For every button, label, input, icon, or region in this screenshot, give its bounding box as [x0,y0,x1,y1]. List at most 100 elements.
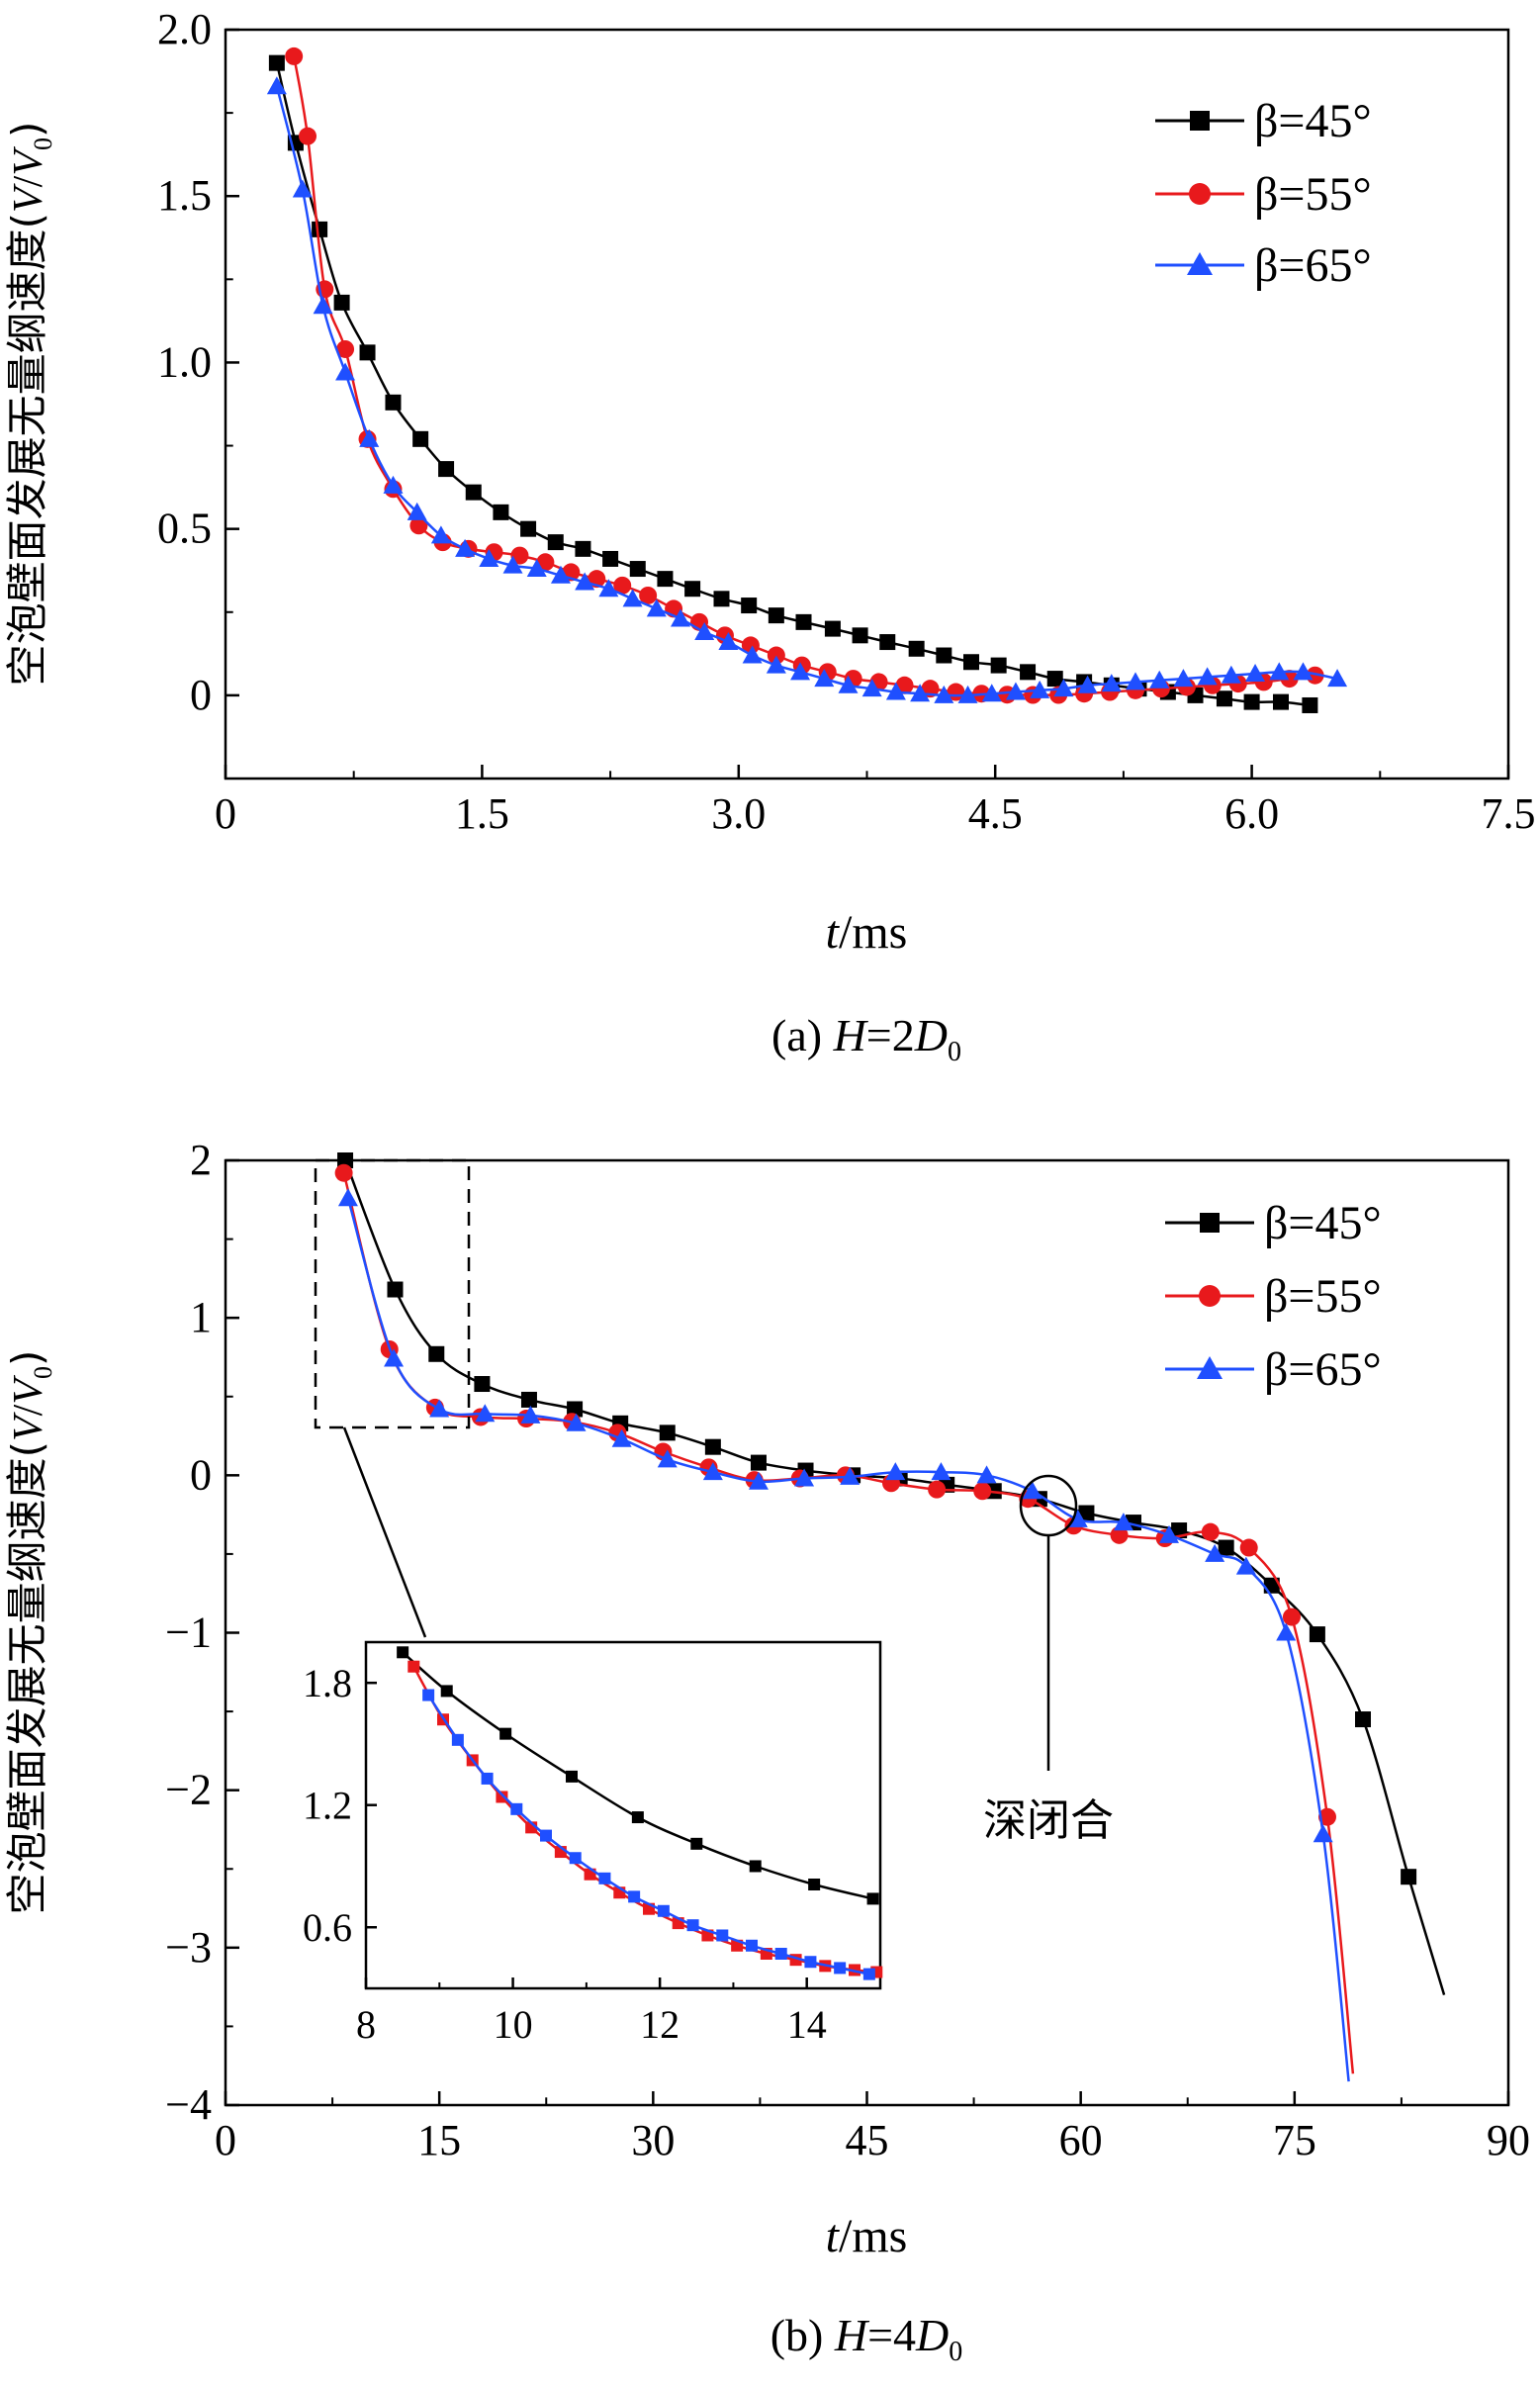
inset-plot-frame [364,1640,882,1990]
panel-a-point-2 [1245,664,1266,683]
panel-a-point-0 [312,221,328,237]
panel-a-x-tick-label: 6.0 [1224,789,1279,838]
panel-a-point-2 [550,565,571,584]
inset-point-2 [657,1904,670,1917]
panel-a-y-tick-label: 0.5 [157,505,212,553]
panel-b-point-2 [1113,1513,1133,1531]
panel-a-point-0 [493,504,509,520]
panel-a-series-line-0 [275,62,1311,707]
legend-b-item-65: β=65° [1165,1343,1382,1396]
legend-b-label-65: β=65° [1264,1343,1382,1396]
panel-a-series-0 [268,54,1318,713]
panel-a-point-2 [671,608,691,627]
panel-b-x-axis-label: t/ms [826,2210,908,2262]
inset-point-0 [808,1879,821,1890]
panel-b-point-2 [794,1468,815,1487]
panel-b-point-2 [520,1405,541,1424]
panel-b-x-tick-label: 75 [1273,2116,1316,2164]
panel-a-x-tick-label: 4.5 [968,789,1023,838]
panel-b-point-2 [1159,1524,1180,1543]
inset-point-2 [774,1948,787,1960]
inset-y-tick-label: 1.2 [303,1784,352,1828]
panel-a-point-2 [766,655,786,674]
panel-a-point-1 [613,576,632,595]
panel-a-point-0 [547,534,564,551]
panel-a-point-2 [790,662,811,681]
inset-y-tick-label: 0.6 [303,1905,352,1950]
inset-point-2 [540,1829,552,1842]
panel-a-point-0 [333,294,350,311]
panel-a-point-0 [768,607,784,624]
panel-a-point-2 [694,621,715,640]
panel-b-point-0 [704,1438,721,1455]
panel-b-point-2 [748,1471,769,1490]
inset-series-line-2 [427,1694,870,1976]
panel-b-y-tick-label: −2 [165,1766,212,1814]
panel-b-point-0 [1355,1711,1372,1728]
inset-point-1 [496,1791,508,1803]
legend-a-label-55: β=55° [1254,168,1372,221]
panel-b-point-2 [566,1413,587,1431]
inset-x-tick-label: 12 [640,2002,679,2047]
legend-b-item-45: β=45° [1165,1197,1382,1249]
panel-a-y-tick-label: 1.5 [157,171,212,220]
panel-a-series-line-1 [292,55,1315,696]
panel-a-point-0 [962,654,979,671]
panel-a-series-1 [285,46,1324,704]
panel-a-point-2 [359,428,380,447]
inset-point-1 [408,1660,420,1673]
panel-b-point-1 [334,1163,353,1182]
panel-b-point-0 [750,1454,767,1471]
panel-a-point-2 [1101,674,1122,692]
panel-b-y-axis-label: 空泡壁面发展无量纲速度(V/V0) [3,1350,57,1915]
panel-b-y-tick-label: 2 [190,1136,212,1184]
inset-y-tick-label: 1.8 [303,1661,352,1705]
panel-a-point-2 [1149,670,1170,689]
panel-a-point-0 [1302,696,1318,713]
inset-point-2 [481,1772,494,1785]
panel-a-point-2 [1221,665,1241,684]
panel-a-point-2 [1173,669,1194,688]
panel-a-point-2 [1197,667,1218,686]
panel-a-point-2 [479,548,499,567]
panel-a-point-2 [407,502,427,520]
inset-x-tick-label: 10 [494,2002,533,2047]
inset-point-0 [440,1685,453,1698]
panel-a-point-1 [336,339,355,358]
panel-a-point-0 [908,640,925,657]
panel-a-point-0 [520,520,537,537]
panel-a-y-tick-label: 1.0 [157,337,212,386]
panel-a-point-2 [1005,682,1026,700]
panel-b-point-2 [429,1399,450,1418]
legend-b-marker-45 [1200,1213,1220,1233]
panel-a-point-0 [1272,693,1289,710]
panel-a-point-0 [575,540,591,557]
panel-a-point-0 [629,561,646,578]
panel-b-point-2 [337,1188,358,1207]
legend-a-marker-65 [1187,252,1213,275]
panel-a-point-2 [957,685,978,703]
panel-b-point-2 [976,1465,997,1484]
panel-a-point-0 [824,620,841,637]
inset-point-2 [686,1919,699,1932]
panel-a-point-2 [502,555,523,574]
panel-a-point-2 [885,682,906,700]
panel-b-x-tick-label: 0 [215,2116,236,2164]
panel-a-point-2 [814,669,835,688]
panel-a: 0 1.5 3.0 4.5 6.0 7.5 0 0.5 1.0 1.5 2.0 空泡壁面发展无量纲速… [3,5,1536,1067]
panel-a-point-2 [313,296,333,315]
annotation-label: 深闭合 [983,1795,1114,1846]
panel-b-point-0 [1078,1505,1095,1521]
panel-a-point-0 [1046,671,1063,688]
panel-a-y-tick-label: 2.0 [157,5,212,53]
panel-a-point-2 [598,579,619,598]
inset-point-2 [804,1956,817,1969]
legend-a-marker-45 [1190,111,1210,131]
panel-a-point-0 [268,54,285,71]
panel-a-legend: β=45° β=55° β=65° [1155,95,1372,292]
panel-a-point-1 [285,46,304,65]
panel-a-x-tick-label: 1.5 [455,789,509,838]
inset-point-0 [499,1727,512,1740]
panel-a-point-2 [266,76,287,95]
